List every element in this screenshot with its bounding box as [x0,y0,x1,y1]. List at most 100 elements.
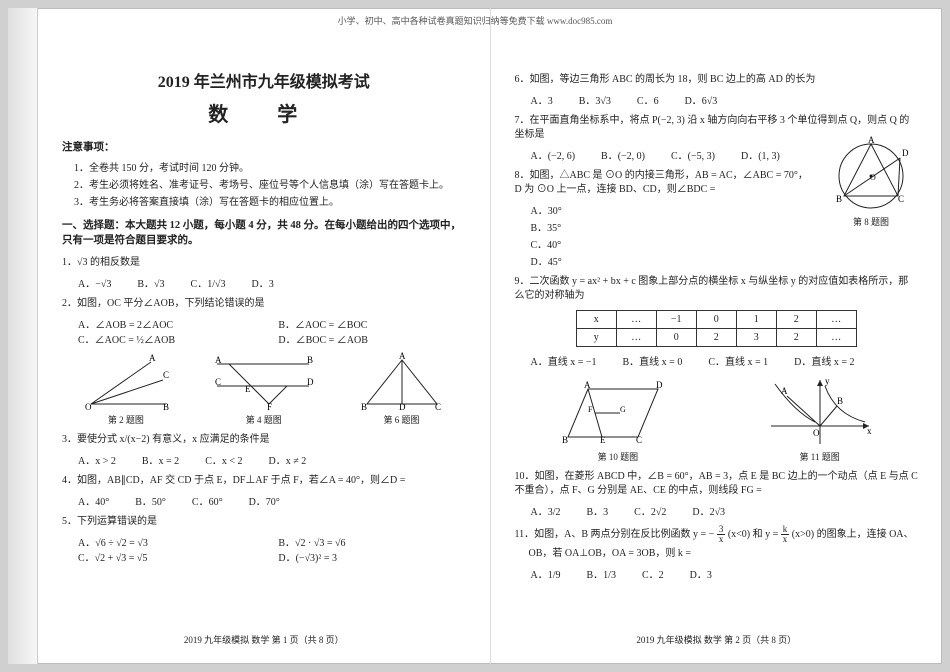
svg-text:A: A [215,355,222,365]
svg-text:D: D [399,402,406,412]
parallel-lines-icon: AB CD EF [209,352,319,412]
svg-text:A: A [584,380,591,390]
option: D．3 [690,566,712,581]
figure-q4: AB CD EF 第 4 题图 [209,352,319,426]
option: C．1/√3 [191,275,226,290]
option: A．1/9 [531,566,561,581]
svg-text:D: D [656,380,663,390]
question-5-options: A．√6 ÷ √2 = √3 B．√2 · √3 = √6 C．√2 + √3 … [78,534,466,564]
option: A．3/2 [531,503,561,518]
option: A．3 [531,92,553,107]
rhombus-icon: AD BEC FG [558,379,678,449]
question-11: 11．如图，A、B 两点分别在反比例函数 y = − 3x (x<0) 和 y … [515,525,919,544]
option: B．√2 · √3 = √6 [278,534,452,549]
question-6-options: A．3 B．3√3 C．6 D．6√3 [531,92,919,107]
option: D．∠BOC = ∠AOB [278,331,452,346]
figure-q8: A D B C O 第 8 题图 [826,136,916,228]
option: A．40° [78,493,109,508]
option: A．x > 2 [78,452,116,467]
question-2: 2．如图，OC 平分∠AOB，下列结论错误的是 [62,297,466,311]
option: A．−√3 [78,275,111,290]
option: D．直线 x = 2 [794,353,854,368]
section-1-heading: 一、选择题：本大题共 12 小题，每小题 4 分，共 48 分。在每小题给出的四… [62,217,466,247]
question-5: 5．下列运算错误的是 [62,515,466,529]
option: C．直线 x = 1 [708,353,768,368]
question-11-text: 11．如图，A、B 两点分别在反比例函数 y = − [515,529,715,540]
svg-text:B: B [836,194,842,204]
figure-caption: 第 4 题图 [209,413,319,426]
question-11-cont: OB，若 OA⊥OB，OA = 3OB，则 k = [529,547,919,561]
option: B．∠AOC = ∠BOC [278,316,452,331]
option: D．(1, 3) [741,147,780,162]
svg-text:O: O [85,402,92,412]
fraction-icon: 3x [717,525,726,544]
svg-text:A: A [399,352,406,361]
hyperbola-icon: A B O x y [765,374,875,449]
question-11-options: A．1/9 B．1/3 C．2 D．3 [531,566,919,581]
option: B．x = 2 [142,452,179,467]
svg-text:F: F [267,402,272,412]
option: A．∠AOB = 2∠AOC [78,316,252,331]
table-row: x…−1012… [576,311,856,329]
question-4-options: A．40° B．50° C．60° D．70° [78,493,466,508]
option: C．√2 + √3 = √5 [78,549,252,564]
svg-text:A: A [868,136,875,145]
question-4: 4．如图，AB∥CD，AF 交 CD 于点 E，DF⊥AF 于点 F，若∠A =… [62,474,466,488]
exam-sheet: 小学、初中、高中各种试卷真题知识归纳等免费下载 www.doc985.com 2… [8,8,942,664]
option: B．1/3 [587,566,616,581]
question-2-options: A．∠AOB = 2∠AOC B．∠AOC = ∠BOC C．∠AOC = ½∠… [78,316,466,346]
svg-text:B: B [837,396,843,406]
svg-text:B: B [562,435,568,445]
question-1: 1．√3 的相反数是 [62,256,466,270]
svg-text:F: F [588,405,593,414]
svg-text:A: A [781,386,788,396]
figure-caption: 第 8 题图 [826,215,916,228]
triangle-icon: A B D C [357,352,447,412]
option: C．40° [531,236,919,251]
option: B．(−2, 0) [601,147,645,162]
option: D．3 [251,275,273,290]
figure-q10: AD BEC FG 第 10 题图 [558,379,678,463]
notice-line: 1．全卷共 150 分，考试时间 120 分钟。 [74,159,466,174]
option: C．∠AOC = ½∠AOB [78,331,252,346]
page-1: 2019 年兰州市九年级模拟考试 数 学 注意事项： 1．全卷共 150 分，考… [38,8,490,664]
svg-text:B: B [361,402,367,412]
option: B．直线 x = 0 [623,353,683,368]
question-3: 3．要使分式 x/(x−2) 有意义，x 应满足的条件是 [62,433,466,447]
notice-heading: 注意事项： [62,139,466,154]
option: B．3 [587,503,609,518]
svg-text:C: C [435,402,441,412]
svg-text:D: D [307,377,314,387]
page-footer: 2019 九年级模拟 数学 第 1 页（共 8 页） [62,627,466,646]
svg-text:O: O [870,173,876,182]
figure-q2: O A C B 第 2 题图 [81,352,171,426]
svg-text:y: y [825,376,830,386]
svg-text:B: B [163,402,169,412]
spine-gutter [8,8,38,664]
option: D．2√3 [692,503,725,518]
notice-line: 3．考生务必将答案直接填（涂）写在答题卡的相应位置上。 [74,193,466,208]
circle-triangle-icon: A D B C O [826,136,916,214]
svg-text:E: E [245,384,251,394]
option: C．2√2 [634,503,666,518]
question-9: 9．二次函数 y = ax² + bx + c 图象上部分点的横坐标 x 与纵坐… [515,275,919,303]
question-9-options: A．直线 x = −1 B．直线 x = 0 C．直线 x = 1 D．直线 x… [531,353,919,368]
option: D．(−√3)² = 3 [278,549,452,564]
figure-caption: 第 6 题图 [357,413,447,426]
figure-caption: 第 10 题图 [558,450,678,463]
question-1-options: A．−√3 B．√3 C．1/√3 D．3 [78,275,466,290]
question-9-table: x…−1012… y…0232… [576,310,857,347]
option: D．70° [249,493,280,508]
svg-text:C: C [898,194,904,204]
option: C．6 [637,92,659,107]
figure-caption: 第 2 题图 [81,413,171,426]
option: B．50° [135,493,166,508]
option: A．(−2, 6) [531,147,576,162]
option: A．直线 x = −1 [531,353,597,368]
question-10: 10．如图，在菱形 ABCD 中，∠B = 60°，AB = 3，点 E 是 B… [515,470,919,498]
svg-text:E: E [600,435,606,445]
exam-title: 2019 年兰州市九年级模拟考试 [62,68,466,92]
page-2: 6．如图，等边三角形 ABC 的周长为 18，则 BC 边上的高 AD 的长为 … [490,8,943,664]
option: B．3√3 [579,92,611,107]
svg-text:O: O [813,428,820,438]
